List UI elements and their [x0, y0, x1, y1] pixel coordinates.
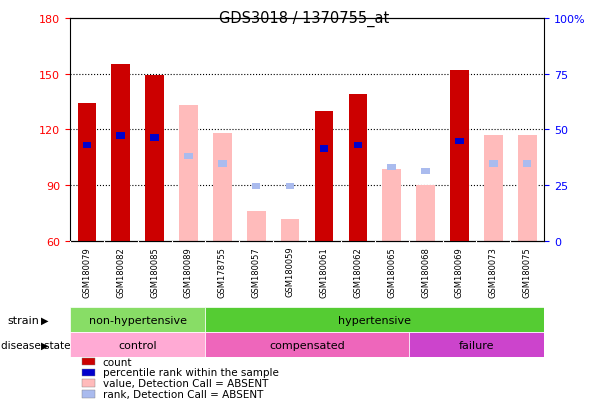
- Bar: [111, 65, 130, 242]
- Bar: [315, 112, 333, 242]
- Bar: [281, 219, 299, 242]
- Bar: [218, 161, 227, 167]
- Text: GSM180065: GSM180065: [387, 246, 396, 297]
- Text: hypertensive: hypertensive: [338, 315, 411, 325]
- Text: value, Detection Call = ABSENT: value, Detection Call = ABSENT: [103, 378, 268, 388]
- Text: GSM180062: GSM180062: [353, 246, 362, 297]
- Text: strain: strain: [7, 315, 39, 325]
- Text: GSM180059: GSM180059: [286, 246, 295, 297]
- Bar: [252, 183, 260, 190]
- Bar: [489, 161, 497, 167]
- Bar: [70, 308, 206, 332]
- Text: disease state: disease state: [1, 340, 70, 350]
- Text: GSM180057: GSM180057: [252, 246, 261, 297]
- Bar: [206, 332, 409, 357]
- Text: GSM180073: GSM180073: [489, 246, 498, 297]
- Bar: [150, 135, 159, 141]
- Text: failure: failure: [458, 340, 494, 350]
- Text: ▶: ▶: [41, 340, 49, 350]
- Text: GSM180068: GSM180068: [421, 246, 430, 297]
- Text: percentile rank within the sample: percentile rank within the sample: [103, 368, 278, 377]
- Bar: [213, 134, 232, 242]
- Bar: [179, 106, 198, 242]
- Text: GDS3018 / 1370755_at: GDS3018 / 1370755_at: [219, 10, 389, 26]
- Text: non-hypertensive: non-hypertensive: [89, 315, 187, 325]
- Text: control: control: [119, 340, 157, 350]
- Bar: [518, 135, 536, 242]
- Text: GSM180061: GSM180061: [319, 246, 328, 297]
- Bar: [450, 71, 469, 242]
- Bar: [387, 164, 396, 171]
- Bar: [206, 308, 544, 332]
- Text: rank, Detection Call = ABSENT: rank, Detection Call = ABSENT: [103, 389, 263, 399]
- Text: GSM180069: GSM180069: [455, 246, 464, 297]
- Text: GSM180075: GSM180075: [523, 246, 532, 297]
- Text: compensated: compensated: [269, 340, 345, 350]
- Bar: [184, 153, 193, 160]
- Text: count: count: [103, 357, 133, 367]
- Bar: [409, 332, 544, 357]
- Bar: [320, 146, 328, 152]
- Bar: [78, 104, 96, 242]
- Text: GSM178755: GSM178755: [218, 246, 227, 297]
- Bar: [416, 186, 435, 242]
- Text: GSM180079: GSM180079: [82, 246, 91, 297]
- Text: GSM180082: GSM180082: [116, 246, 125, 297]
- Bar: [117, 133, 125, 140]
- Bar: [421, 168, 430, 175]
- Text: GSM180085: GSM180085: [150, 246, 159, 297]
- Bar: [286, 183, 294, 190]
- Bar: [348, 95, 367, 242]
- Text: ▶: ▶: [41, 315, 49, 325]
- Bar: [455, 138, 464, 145]
- Bar: [382, 169, 401, 242]
- Bar: [247, 212, 266, 242]
- Text: GSM180089: GSM180089: [184, 246, 193, 297]
- Bar: [484, 135, 503, 242]
- Bar: [70, 332, 206, 357]
- Bar: [354, 142, 362, 149]
- Bar: [523, 161, 531, 167]
- Bar: [83, 142, 91, 149]
- Bar: [145, 76, 164, 242]
